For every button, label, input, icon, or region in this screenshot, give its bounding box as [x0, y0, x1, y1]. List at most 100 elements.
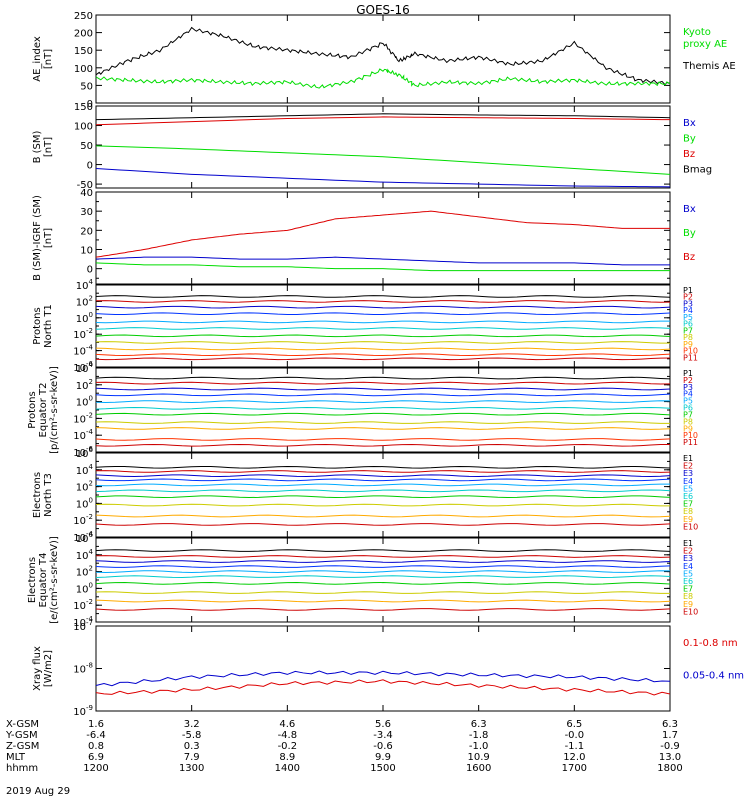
time-axis-value: -3.4 — [373, 730, 393, 741]
legend-entry: P2 — [683, 376, 693, 385]
series-line-7 — [95, 421, 671, 424]
time-axis-value: 6.9 — [88, 752, 104, 763]
series-line-10 — [95, 443, 671, 447]
legend-entry: P9 — [683, 340, 693, 349]
series-line-1 — [95, 679, 671, 696]
ytick-label: -50 — [77, 180, 93, 191]
time-axis-value: 5.6 — [375, 719, 391, 730]
legend-entry: By — [683, 134, 696, 145]
legend-entry: P6 — [683, 404, 693, 413]
ytick-label: 10-9 — [73, 704, 93, 718]
legend-entry: E5 — [683, 484, 693, 493]
ytick-label: 102 — [76, 294, 93, 308]
panel-7: 10-4 10-2 100 102 104 106 Electrons Equator T4[… — [27, 531, 698, 629]
ytick-label: 50 — [80, 81, 93, 92]
series-line-6 — [95, 412, 671, 416]
series-line-5 — [95, 489, 671, 493]
panel-2: -50 0 50 100 150 B (SM) [nT] Bx By Bz Bmag — [32, 102, 712, 191]
legend-entry: P1 — [683, 286, 693, 295]
series-line-9 — [95, 523, 671, 526]
panel-frame — [95, 14, 671, 104]
axis-ylabel: Protons — [27, 391, 38, 428]
time-axis-value: -6.4 — [86, 730, 106, 741]
axis-ylabel: [W/m2] — [43, 650, 54, 687]
legend-entry: E9 — [683, 600, 693, 609]
legend-entry: P4 — [683, 306, 693, 315]
ytick-label: 0 — [87, 161, 93, 172]
legend-entry: Bz — [683, 252, 695, 263]
series-line-3 — [95, 478, 671, 482]
series-line-1 — [95, 470, 671, 473]
ytick-label: 100 — [74, 122, 93, 133]
legend-entry: Themis AE — [682, 61, 736, 72]
legend-entry: P8 — [683, 333, 693, 342]
time-axis-value: -0.2 — [278, 741, 298, 752]
ytick-label: 10-6 — [73, 445, 93, 459]
series-line-10 — [95, 357, 671, 361]
time-axis-value: 1500 — [370, 763, 395, 774]
legend-entry: P3 — [683, 383, 693, 392]
ytick-label: 102 — [76, 565, 93, 579]
panel-3: 0 10 20 30 40 B (SM)-IGRF (SM) [nT] Bx By Bz — [32, 188, 696, 285]
time-axis-row-label: hhmm — [6, 763, 38, 774]
ytick-label: 10-2 — [73, 598, 93, 612]
panel-8: 10-9 10-8 10-7 Xray flux [W/m2] 0.1-0.8 nm 0.0… — [32, 619, 744, 718]
ytick-label: 40 — [80, 188, 93, 199]
time-axis-row-label: Z-GSM — [6, 741, 39, 752]
legend-entry: E8 — [683, 507, 693, 516]
time-axis-value: -0.6 — [373, 741, 393, 752]
ytick-label: 100 — [74, 64, 93, 75]
legend-entry: P8 — [683, 417, 693, 426]
time-axis-value: -0.9 — [660, 741, 680, 752]
series-line-0 — [95, 549, 671, 552]
legend-entry: E4 — [683, 477, 693, 486]
ytick-label: 10-4 — [73, 530, 93, 544]
axis-ylabel: [e/(cm²-s-sr-keV)] — [49, 536, 60, 624]
legend-entry: P3 — [683, 299, 693, 308]
series-line-0 — [95, 670, 671, 687]
series-line-0 — [95, 465, 671, 469]
panel-frame — [95, 625, 671, 712]
series-line-2 — [95, 560, 671, 563]
legend-entry: P10 — [683, 347, 698, 356]
legend-entry: P5 — [683, 397, 693, 406]
time-axis-value: -0.0 — [565, 730, 585, 741]
legend-entry: Bx — [683, 118, 696, 129]
ytick-label: 106 — [76, 531, 94, 545]
legend-entry: E4 — [683, 562, 693, 571]
series-line-0 — [95, 376, 671, 380]
time-axis-value: 7.9 — [184, 752, 200, 763]
ytick-label: 10-4 — [73, 615, 93, 629]
legend-entry: P2 — [683, 293, 693, 302]
ytick-label: 104 — [76, 463, 94, 477]
legend-entry: E9 — [683, 515, 693, 524]
time-axis-value: 9.9 — [375, 752, 391, 763]
panel-4: 10-6 10-4 10-2 100 102 104 Protons North T1 P1P2… — [32, 278, 698, 374]
ytick-label: 0 — [87, 99, 93, 110]
legend-entry: proxy AE — [683, 39, 727, 50]
series-line-3 — [95, 167, 671, 188]
axis-ylabel: Electrons — [27, 557, 38, 603]
series-line-5 — [95, 575, 671, 578]
ytick-label: 200 — [74, 29, 93, 40]
legend-entry: 0.05-0.4 nm — [683, 671, 744, 682]
ytick-label: 10-7 — [73, 619, 93, 633]
legend-entry: E5 — [683, 569, 693, 578]
axis-ylabel: AE_index — [32, 36, 43, 82]
time-axis-value: -1.0 — [469, 741, 489, 752]
time-axis-value: 6.5 — [566, 719, 582, 730]
ytick-label: 10-4 — [73, 428, 93, 442]
series-line-1 — [95, 300, 671, 303]
ytick-label: 104 — [76, 278, 94, 292]
series-line-2 — [95, 387, 671, 391]
series-line-3 — [95, 393, 671, 397]
series-line-1 — [95, 116, 671, 126]
series-line-2 — [95, 474, 671, 478]
ytick-label: 100 — [76, 395, 93, 409]
series-line-6 — [95, 495, 671, 499]
time-axis-value: 1400 — [275, 763, 300, 774]
axis-ylabel: B (SM) — [32, 130, 43, 163]
axis-ylabel: [nT] — [43, 228, 54, 248]
time-axis-row-label: MLT — [6, 752, 26, 763]
legend-entry: P11 — [683, 353, 698, 362]
